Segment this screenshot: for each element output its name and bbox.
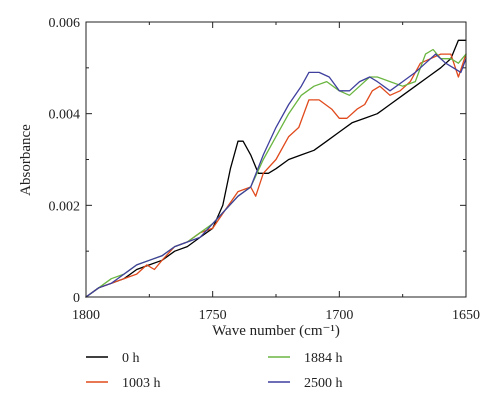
legend-item: 1003 h — [86, 376, 161, 391]
legend-item: 2500 h — [268, 376, 343, 391]
x-tick-label: 1700 — [325, 308, 353, 323]
legend-label: 1003 h — [122, 376, 161, 391]
x-tick-label: 1750 — [199, 308, 227, 323]
y-tick-label: 0.006 — [49, 16, 81, 31]
legend-label: 1884 h — [304, 351, 343, 366]
legend: 0 h 1884 h 1003 h 2500 h — [86, 351, 343, 391]
y-tick-label: 0.002 — [49, 199, 81, 214]
series-line-0h — [85, 39, 467, 298]
x-axis-label: Wave number (cm⁻¹) — [212, 323, 340, 339]
x-tick-label: 1800 — [72, 308, 100, 323]
y-tick-label: 0 — [73, 291, 80, 306]
legend-label: 2500 h — [304, 376, 343, 391]
y-tick-label: 0.004 — [49, 108, 81, 123]
legend-item: 0 h — [86, 351, 140, 366]
series-line-2500h — [85, 53, 467, 298]
series-line-1003h — [85, 53, 467, 298]
series-line-1884h — [85, 48, 467, 298]
y-axis-label: Absorbance — [18, 124, 34, 196]
ticks-layer: 1800 1750 1700 1650 0 0.002 0.004 0.006 — [49, 16, 481, 323]
legend-label: 0 h — [122, 351, 140, 366]
x-tick-label: 1650 — [452, 308, 480, 323]
series-layer — [85, 39, 467, 298]
legend-item: 1884 h — [268, 351, 343, 366]
